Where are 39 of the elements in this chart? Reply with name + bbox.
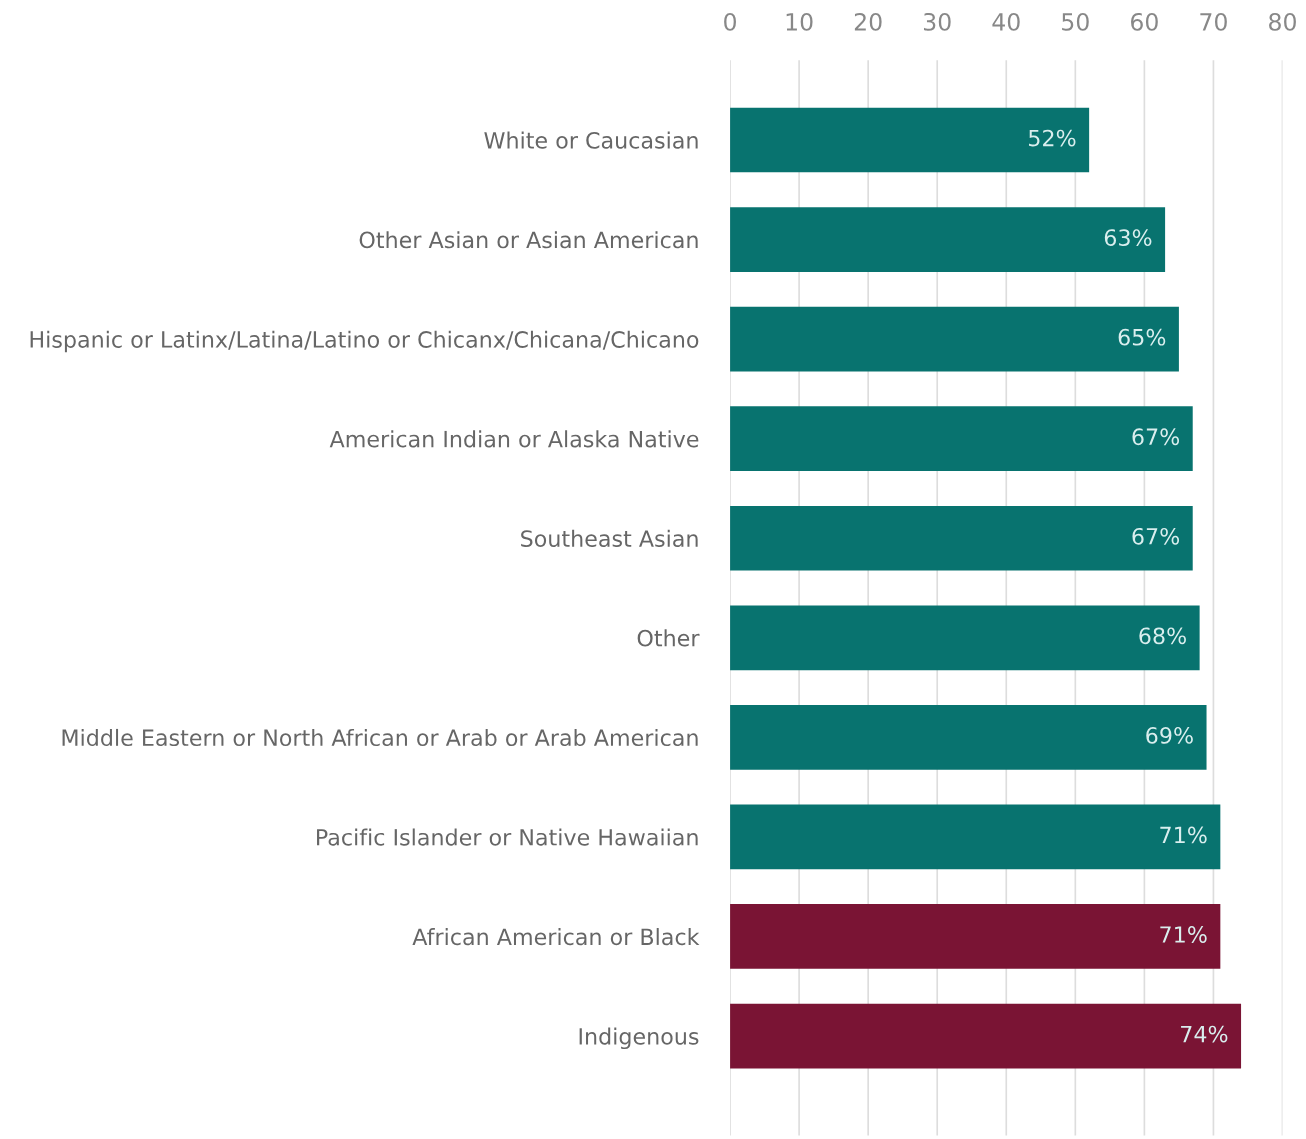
data-label: 63%: [1104, 229, 1152, 247]
y-tick-label: Hispanic or Latinx/Latina/Latino or Chicanx/Chicana/Chicano: [30, 330, 699, 353]
y-tick-label: Southeast Asian: [521, 529, 698, 547]
y-tick-label: Other Asian or Asian American: [359, 231, 698, 249]
data-label: 67%: [1132, 527, 1180, 545]
x-tick-label: 30: [924, 12, 951, 31]
x-tick-label: 10: [786, 12, 813, 31]
bar: [730, 207, 1166, 272]
bar: [730, 605, 1200, 671]
data-label: 65%: [1118, 328, 1166, 346]
bar: [730, 904, 1221, 969]
data-label: 71%: [1160, 926, 1207, 943]
data-label: 67%: [1132, 428, 1180, 446]
x-tick-label: 60: [1131, 12, 1158, 31]
data-label: 69%: [1146, 726, 1193, 744]
bar: [730, 107, 1090, 173]
data-label: 52%: [1029, 129, 1076, 147]
bar: [730, 804, 1221, 870]
y-tick-label: American Indian or Alaska Native: [329, 430, 699, 448]
y-tick-label: Middle Eastern or North African or Arab or Arab American: [62, 728, 698, 747]
bar: [730, 306, 1179, 372]
data-label: 68%: [1139, 627, 1186, 645]
x-tick-label: 70: [1200, 12, 1227, 31]
bar: [730, 505, 1193, 571]
x-tick-label: 50: [1062, 12, 1089, 31]
bar: [730, 1003, 1242, 1069]
y-tick-label: Pacific Islander or Native Hawaiian: [317, 828, 698, 846]
y-tick-label: White or Caucasian: [484, 131, 698, 149]
x-tick-label: 20: [854, 12, 882, 31]
x-tick-label: 80: [1269, 12, 1296, 31]
y-tick-label: Indigenous: [579, 1027, 699, 1050]
bar: [730, 406, 1193, 472]
x-tick-label: 0: [724, 12, 736, 31]
y-tick-label: Other: [637, 629, 700, 647]
bar: [730, 705, 1207, 770]
y-tick-label: African American or Black: [412, 928, 700, 946]
data-label: 74%: [1181, 1025, 1228, 1043]
x-tick-label: 40: [992, 12, 1020, 31]
data-label: 71%: [1160, 826, 1207, 844]
